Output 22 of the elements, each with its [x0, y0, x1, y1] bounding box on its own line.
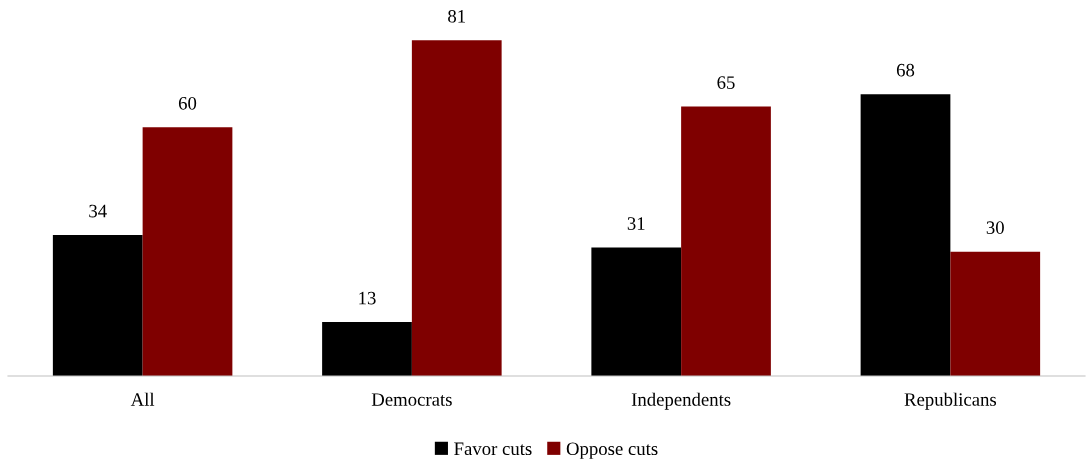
- x-tick-label: All: [130, 392, 155, 406]
- data-label: 81: [448, 9, 465, 23]
- x-tick-label: Republicans: [904, 392, 997, 410]
- x-tick-label: Democrats: [371, 393, 452, 406]
- data-label: 34: [89, 204, 107, 218]
- bar: [322, 322, 412, 376]
- data-label: 65: [717, 76, 735, 89]
- data-label: 60: [178, 96, 197, 110]
- legend-label: Oppose cuts: [566, 442, 658, 459]
- bar: [860, 94, 951, 376]
- data-label: 31: [627, 217, 645, 230]
- legend-label: Favor cuts: [454, 442, 532, 456]
- bar: [681, 106, 771, 376]
- bar: [591, 247, 682, 376]
- bar: [411, 40, 502, 376]
- data-label: 13: [359, 291, 376, 305]
- x-tick-label: Independents: [631, 392, 731, 410]
- data-label: 30: [986, 221, 1004, 234]
- bar: [950, 251, 1041, 376]
- bar: [52, 235, 143, 376]
- data-label: 68: [896, 63, 915, 77]
- bar: [142, 127, 233, 376]
